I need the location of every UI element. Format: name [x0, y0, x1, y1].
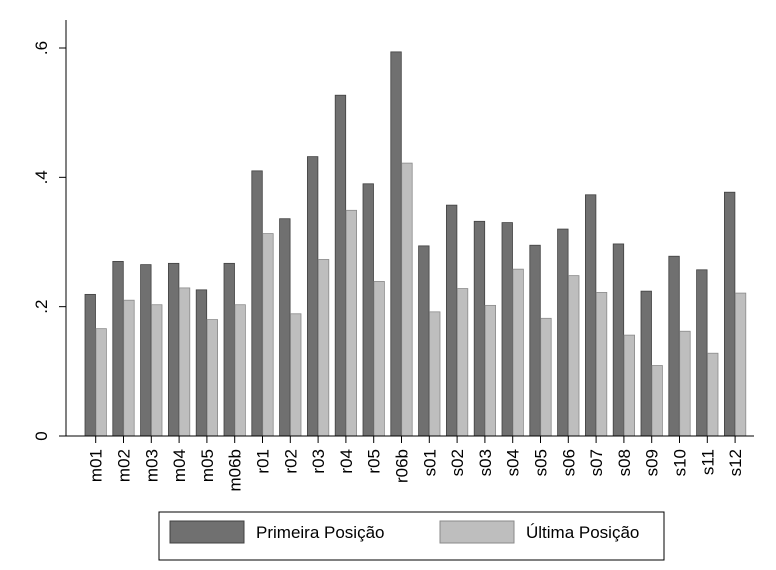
bar-ultima-posicao [429, 311, 441, 437]
bar-ultima-posicao [151, 304, 163, 437]
x-tick-label: m01 [87, 449, 106, 482]
bar-ultima-posicao [123, 299, 135, 437]
x-tick-label: s02 [448, 449, 467, 476]
x-tick-label: s08 [615, 449, 634, 476]
x-tick-label: r06b [393, 449, 412, 483]
legend-swatch-ultima [439, 520, 515, 544]
bar-primeira-posicao [306, 156, 319, 437]
y-axis: 0 .2 .4 .6 [32, 41, 66, 441]
bar-primeira-posicao [279, 218, 291, 437]
bar-primeira-posicao [84, 293, 96, 437]
y-tick-label: .4 [32, 170, 51, 184]
bar-ultima-posicao [262, 233, 274, 437]
legend-label-primeira: Primeira Posição [256, 523, 385, 542]
x-tick-label: r05 [365, 449, 384, 474]
bars-layer [84, 51, 747, 437]
x-tick-label: r02 [281, 449, 300, 474]
bar-primeira-posicao [140, 264, 152, 437]
bar-ultima-posicao [317, 259, 330, 437]
bar-ultima-posicao [679, 330, 691, 437]
bar-primeira-posicao [557, 228, 569, 437]
bar-primeira-posicao [167, 262, 180, 437]
x-tick-label: s01 [420, 449, 439, 476]
bar-ultima-posicao [373, 281, 385, 437]
x-tick-label: s04 [504, 449, 523, 476]
x-tick-label: s07 [587, 449, 606, 476]
x-tick-label: s11 [698, 449, 717, 475]
bar-ultima-posicao [234, 304, 246, 437]
bar-ultima-posicao [540, 317, 552, 437]
bar-ultima-posicao [401, 162, 413, 437]
x-tick-label: s12 [726, 449, 745, 476]
x-axis: m01 m02 m03 m04 m05 m06b r01 r02 r03 r04 r05 r06b s0… [87, 436, 745, 492]
bar-primeira-posicao [668, 255, 680, 437]
bar-ultima-posicao [178, 287, 191, 437]
bar-primeira-posicao [612, 243, 625, 437]
bar-primeira-posicao [445, 204, 458, 437]
bar-ultima-posicao [456, 288, 469, 437]
bar-primeira-posicao [501, 222, 513, 437]
x-tick-label: r01 [254, 449, 273, 474]
bar-primeira-posicao [724, 191, 736, 437]
bar-ultima-posicao [595, 292, 608, 437]
x-tick-label: s09 [643, 449, 662, 476]
bar-primeira-posicao [529, 244, 541, 437]
x-tick-label: m03 [142, 449, 161, 482]
x-tick-label: s10 [671, 449, 690, 476]
y-tick-label: 0 [32, 431, 51, 440]
bar-primeira-posicao [195, 289, 208, 437]
bar-ultima-posicao [707, 352, 719, 437]
bar-ultima-posicao [345, 209, 358, 437]
x-tick-label: m02 [115, 449, 134, 482]
bar-ultima-posicao [206, 319, 219, 437]
bar-ultima-posicao [290, 313, 302, 437]
bar-primeira-posicao [251, 170, 263, 437]
y-tick-label: .6 [32, 41, 51, 55]
x-tick-label: s06 [559, 449, 578, 476]
x-tick-label: s05 [532, 449, 551, 476]
bar-ultima-posicao [651, 365, 663, 437]
legend-swatch-primeira [169, 520, 245, 544]
bar-primeira-posicao [473, 220, 486, 437]
bar-ultima-posicao [95, 328, 107, 437]
x-tick-label: r03 [309, 449, 328, 474]
bar-primeira-posicao [334, 94, 347, 437]
bar-ultima-posicao [623, 334, 635, 437]
x-tick-label: m04 [170, 449, 189, 482]
x-tick-label: m06b [226, 449, 245, 492]
legend: Primeira Posição Última Posição [158, 511, 665, 561]
bar-primeira-posicao [696, 269, 708, 437]
bar-ultima-posicao [568, 275, 580, 437]
bar-primeira-posicao [112, 260, 124, 437]
bar-ultima-posicao [734, 292, 747, 437]
bar-primeira-posicao [418, 245, 430, 437]
bar-primeira-posicao [640, 290, 652, 437]
bar-primeira-posicao [223, 262, 235, 437]
bar-primeira-posicao [362, 183, 374, 437]
bar-ultima-posicao [484, 304, 497, 437]
x-tick-label: r04 [337, 449, 356, 474]
y-tick-label: .2 [32, 300, 51, 314]
bar-primeira-posicao [390, 51, 402, 437]
legend-label-ultima: Última Posição [526, 523, 639, 542]
x-tick-label: m05 [198, 449, 217, 482]
bar-ultima-posicao [512, 268, 524, 437]
bar-primeira-posicao [585, 194, 597, 437]
x-tick-label: s03 [476, 449, 495, 476]
